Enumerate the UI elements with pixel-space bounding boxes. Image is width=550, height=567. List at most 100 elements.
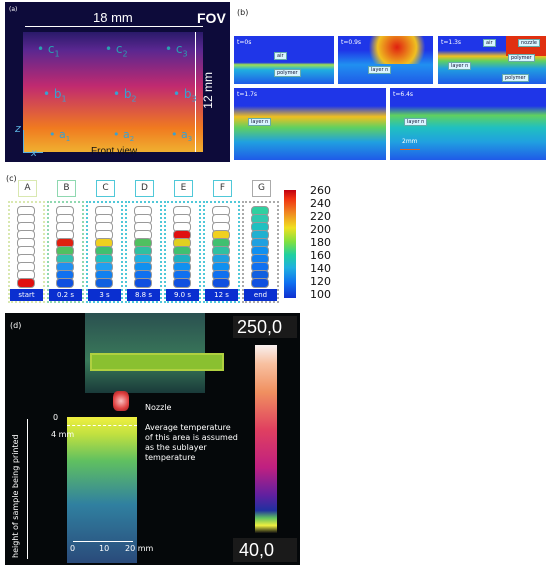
panel-b-frame-1: t=0s air polymer	[234, 36, 334, 84]
column-cell	[134, 278, 152, 288]
nozzle-tip	[113, 391, 129, 411]
point-b2: • b2	[113, 87, 137, 104]
y-axis-label: height of sample being printed	[11, 434, 20, 558]
column-time-label: 8.8 s	[127, 289, 160, 301]
frame-2-hot-blob	[366, 36, 428, 64]
width-label: 18 mm	[93, 10, 133, 25]
column-box-g	[242, 201, 279, 303]
column-letter-f: F	[213, 180, 232, 197]
axis-x: x	[31, 148, 37, 159]
panel-b-frame-5: t=6.4s layer n 2mm	[390, 88, 546, 160]
column-time-label: 3 s	[88, 289, 121, 301]
column-letter-c: C	[96, 180, 115, 197]
colorbar-tick-140: 140	[310, 262, 331, 275]
frame-3-time: t=1.3s	[441, 39, 462, 46]
axis-z: z	[15, 122, 21, 135]
column-box-e	[164, 201, 201, 303]
colorbar-tick-120: 120	[310, 275, 331, 288]
column-time-label: 12 s	[205, 289, 238, 301]
column-box-f	[203, 201, 240, 303]
colorbar-tick-240: 240	[310, 197, 331, 210]
sublayer-annotation: Average temperature of this area is assu…	[145, 423, 238, 462]
point-b3: • b3	[173, 87, 197, 104]
point-c2: • c2	[105, 42, 128, 59]
panel-b-frame-4: t=1.7s layer n	[234, 88, 386, 160]
frame-5-time: t=6.4s	[393, 91, 414, 98]
height-label: 12 mm	[201, 72, 215, 109]
column-cell	[95, 278, 113, 288]
column-box-b	[47, 201, 84, 303]
panel-b-frame-2: t=0.9s layer n	[338, 36, 433, 84]
y-axis-line	[27, 419, 28, 559]
column-cell	[173, 278, 191, 288]
panel-d: (d) Nozzle Average temperature of this a…	[5, 313, 300, 565]
frame-3-label-polymer-bottom: polymer	[502, 74, 529, 82]
column-cell	[56, 278, 74, 288]
nozzle-label: Nozzle	[145, 403, 172, 412]
frame-3-label-polymer-top: polymer	[508, 54, 535, 62]
frame-1-label-polymer: polymer	[274, 69, 301, 77]
column-box-a	[8, 201, 45, 303]
panel-a: 18 mm FOV 12 mm (a) • c1 • c2 • c3 • b1 …	[5, 2, 230, 162]
panel-b: (b) t=0s air polymer t=0.9s layer n t=1.…	[232, 0, 548, 165]
frame-1-time: t=0s	[237, 39, 252, 46]
sublayer-dashed-line	[67, 425, 137, 426]
width-arrow	[25, 26, 203, 27]
panel-a-thermal-image	[23, 32, 203, 152]
column-time-label: end	[244, 289, 277, 301]
max-temp: 250,0	[237, 317, 283, 337]
axis-z-arrow	[23, 130, 24, 152]
column-letter-b: B	[57, 180, 76, 197]
panel-b-frame-3: t=1.3s nozzle air polymer layer n polyme…	[438, 36, 546, 84]
colorbar-tick-100: 100	[310, 288, 331, 301]
x-tick-10: 10	[99, 544, 110, 553]
printer-head-bar	[90, 353, 224, 371]
column-box-c	[86, 201, 123, 303]
view-label: Front view	[91, 146, 138, 157]
column-letter-a: A	[18, 180, 37, 197]
column-time-label: 0.2 s	[49, 289, 82, 301]
colorbar-tick-260: 260	[310, 184, 331, 197]
colorbar-tick-220: 220	[310, 210, 331, 223]
column-cell	[212, 278, 230, 288]
panel-a-tag: (a)	[9, 6, 18, 13]
column-letter-d: D	[135, 180, 154, 197]
sample-body	[67, 417, 137, 563]
four-mm-label: 4 mm	[51, 430, 75, 439]
panel-b-tag: (b)	[237, 8, 249, 17]
scale-arrow	[400, 149, 420, 150]
frame-4-time: t=1.7s	[237, 91, 258, 98]
panel-c-tag: (c)	[6, 174, 17, 183]
point-a2: • a2	[113, 128, 135, 144]
fov-label: FOV	[197, 10, 226, 26]
x-tick-0: 0	[70, 544, 76, 553]
frame-1-label-air: air	[274, 52, 287, 60]
height-arrow	[195, 32, 196, 152]
zero-label: 0	[53, 413, 59, 422]
column-cell	[251, 278, 269, 288]
point-a3: • a3	[171, 128, 193, 144]
colorbar-tick-200: 200	[310, 223, 331, 236]
point-b1: • b1	[43, 87, 67, 104]
axis-x-arrow	[23, 152, 43, 153]
colorbar-tick-160: 160	[310, 249, 331, 262]
point-c1: • c1	[37, 42, 60, 59]
frame-5-label-layer: layer n	[404, 118, 428, 126]
point-c3: • c3	[165, 42, 188, 59]
min-temp: 40,0	[239, 540, 275, 560]
column-cell	[17, 278, 35, 288]
frame-3-label-nozzle: nozzle	[518, 39, 540, 47]
x-tick-20: 20 mm	[125, 544, 154, 553]
column-time-label: 9.0 s	[166, 289, 199, 301]
frame-3-label-layer: layer n	[448, 62, 472, 70]
colorbar-ticks: 260 240 220 200 180 160 140 120 100	[300, 184, 340, 302]
panel-d-colorbar	[255, 345, 277, 533]
column-box-d	[125, 201, 162, 303]
min-temp-box	[233, 538, 297, 562]
frame-2-label-layer: layer n	[368, 66, 392, 74]
frame-4-label-layer: layer n	[248, 118, 272, 126]
frame-3-label-air: air	[483, 39, 496, 47]
panel-d-tag: (d)	[10, 321, 22, 330]
frame-2-time: t=0.9s	[341, 39, 362, 46]
